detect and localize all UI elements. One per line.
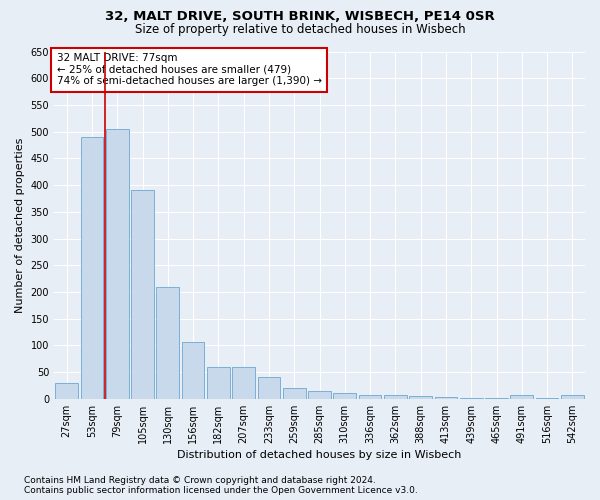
- Bar: [359, 394, 382, 399]
- Bar: [182, 342, 205, 399]
- Bar: [308, 391, 331, 399]
- Bar: [434, 396, 457, 399]
- Bar: [561, 395, 584, 399]
- Bar: [55, 383, 78, 399]
- Bar: [511, 394, 533, 399]
- Text: 32 MALT DRIVE: 77sqm
← 25% of detached houses are smaller (479)
74% of semi-deta: 32 MALT DRIVE: 77sqm ← 25% of detached h…: [56, 53, 322, 86]
- Bar: [283, 388, 305, 399]
- Bar: [536, 398, 559, 399]
- Bar: [257, 378, 280, 399]
- Text: Size of property relative to detached houses in Wisbech: Size of property relative to detached ho…: [134, 22, 466, 36]
- Y-axis label: Number of detached properties: Number of detached properties: [15, 138, 25, 313]
- Bar: [334, 394, 356, 399]
- Bar: [485, 398, 508, 399]
- Bar: [384, 394, 407, 399]
- Bar: [106, 129, 128, 399]
- Bar: [460, 398, 482, 399]
- Bar: [232, 367, 255, 399]
- Bar: [80, 137, 103, 399]
- Text: Contains HM Land Registry data © Crown copyright and database right 2024.
Contai: Contains HM Land Registry data © Crown c…: [24, 476, 418, 495]
- Bar: [157, 286, 179, 399]
- Text: 32, MALT DRIVE, SOUTH BRINK, WISBECH, PE14 0SR: 32, MALT DRIVE, SOUTH BRINK, WISBECH, PE…: [105, 10, 495, 23]
- X-axis label: Distribution of detached houses by size in Wisbech: Distribution of detached houses by size …: [178, 450, 462, 460]
- Bar: [409, 396, 432, 399]
- Bar: [131, 190, 154, 399]
- Bar: [207, 367, 230, 399]
